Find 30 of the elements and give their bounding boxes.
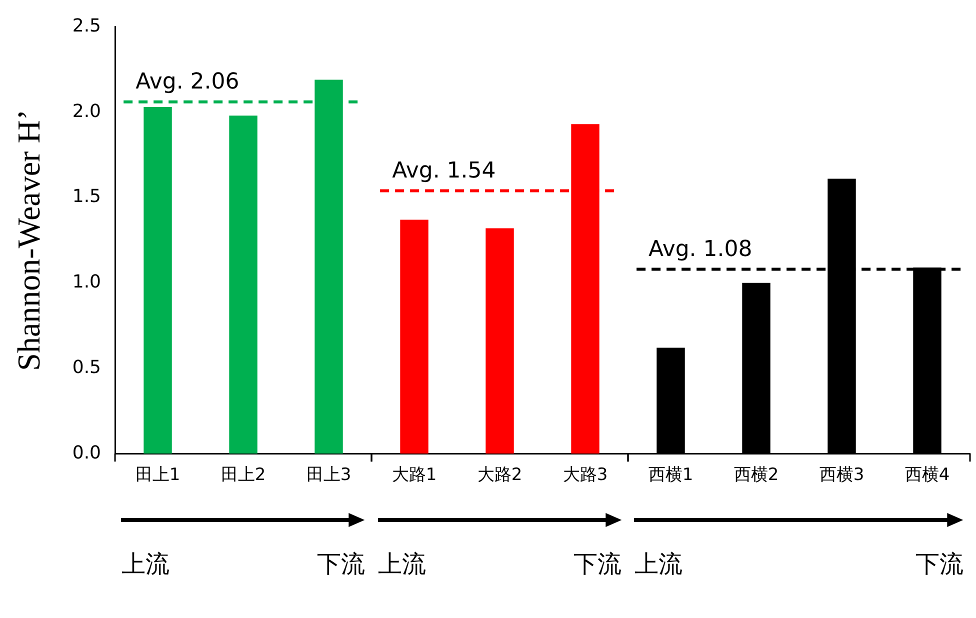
y-tick-label: 1.0 bbox=[72, 272, 102, 293]
ref-line-label: Avg. 1.54 bbox=[392, 158, 496, 184]
text: 上流 bbox=[378, 550, 426, 578]
x-tick-label: 田上3 bbox=[306, 465, 352, 486]
x-tick-label: 田上2 bbox=[220, 465, 266, 486]
ref-line-label: Avg. 1.08 bbox=[648, 236, 752, 262]
x-tick-label: 田上1 bbox=[135, 465, 180, 486]
x-tick-label: 西横1 bbox=[648, 465, 694, 486]
y-axis-title: Shannon-Weaver H’ bbox=[10, 110, 47, 371]
x-tick-label: 大路2 bbox=[477, 465, 522, 486]
y-tick-label: 2.5 bbox=[72, 15, 102, 36]
text: 上流 bbox=[121, 550, 170, 578]
text: 下流 bbox=[317, 550, 366, 578]
y-tick-label: 1.5 bbox=[72, 186, 102, 208]
bar bbox=[400, 220, 428, 454]
x-tick-label: 西横4 bbox=[904, 465, 950, 486]
x-tick-label: 西横2 bbox=[734, 465, 779, 486]
text: 下流 bbox=[916, 550, 964, 578]
bar bbox=[144, 107, 172, 454]
text: 上流 bbox=[634, 550, 682, 578]
x-tick-label: 大路3 bbox=[562, 465, 608, 486]
text: 下流 bbox=[574, 550, 622, 578]
x-tick-label: 大路1 bbox=[392, 465, 437, 486]
ref-line-label: Avg. 2.06 bbox=[136, 70, 240, 95]
bar bbox=[486, 228, 514, 454]
y-tick-label: 0.0 bbox=[72, 442, 102, 464]
y-tick-label: 2.0 bbox=[72, 100, 102, 122]
y-tick-label: 0.5 bbox=[72, 356, 102, 378]
bar bbox=[229, 116, 258, 454]
x-tick-label: 西横3 bbox=[819, 465, 864, 486]
